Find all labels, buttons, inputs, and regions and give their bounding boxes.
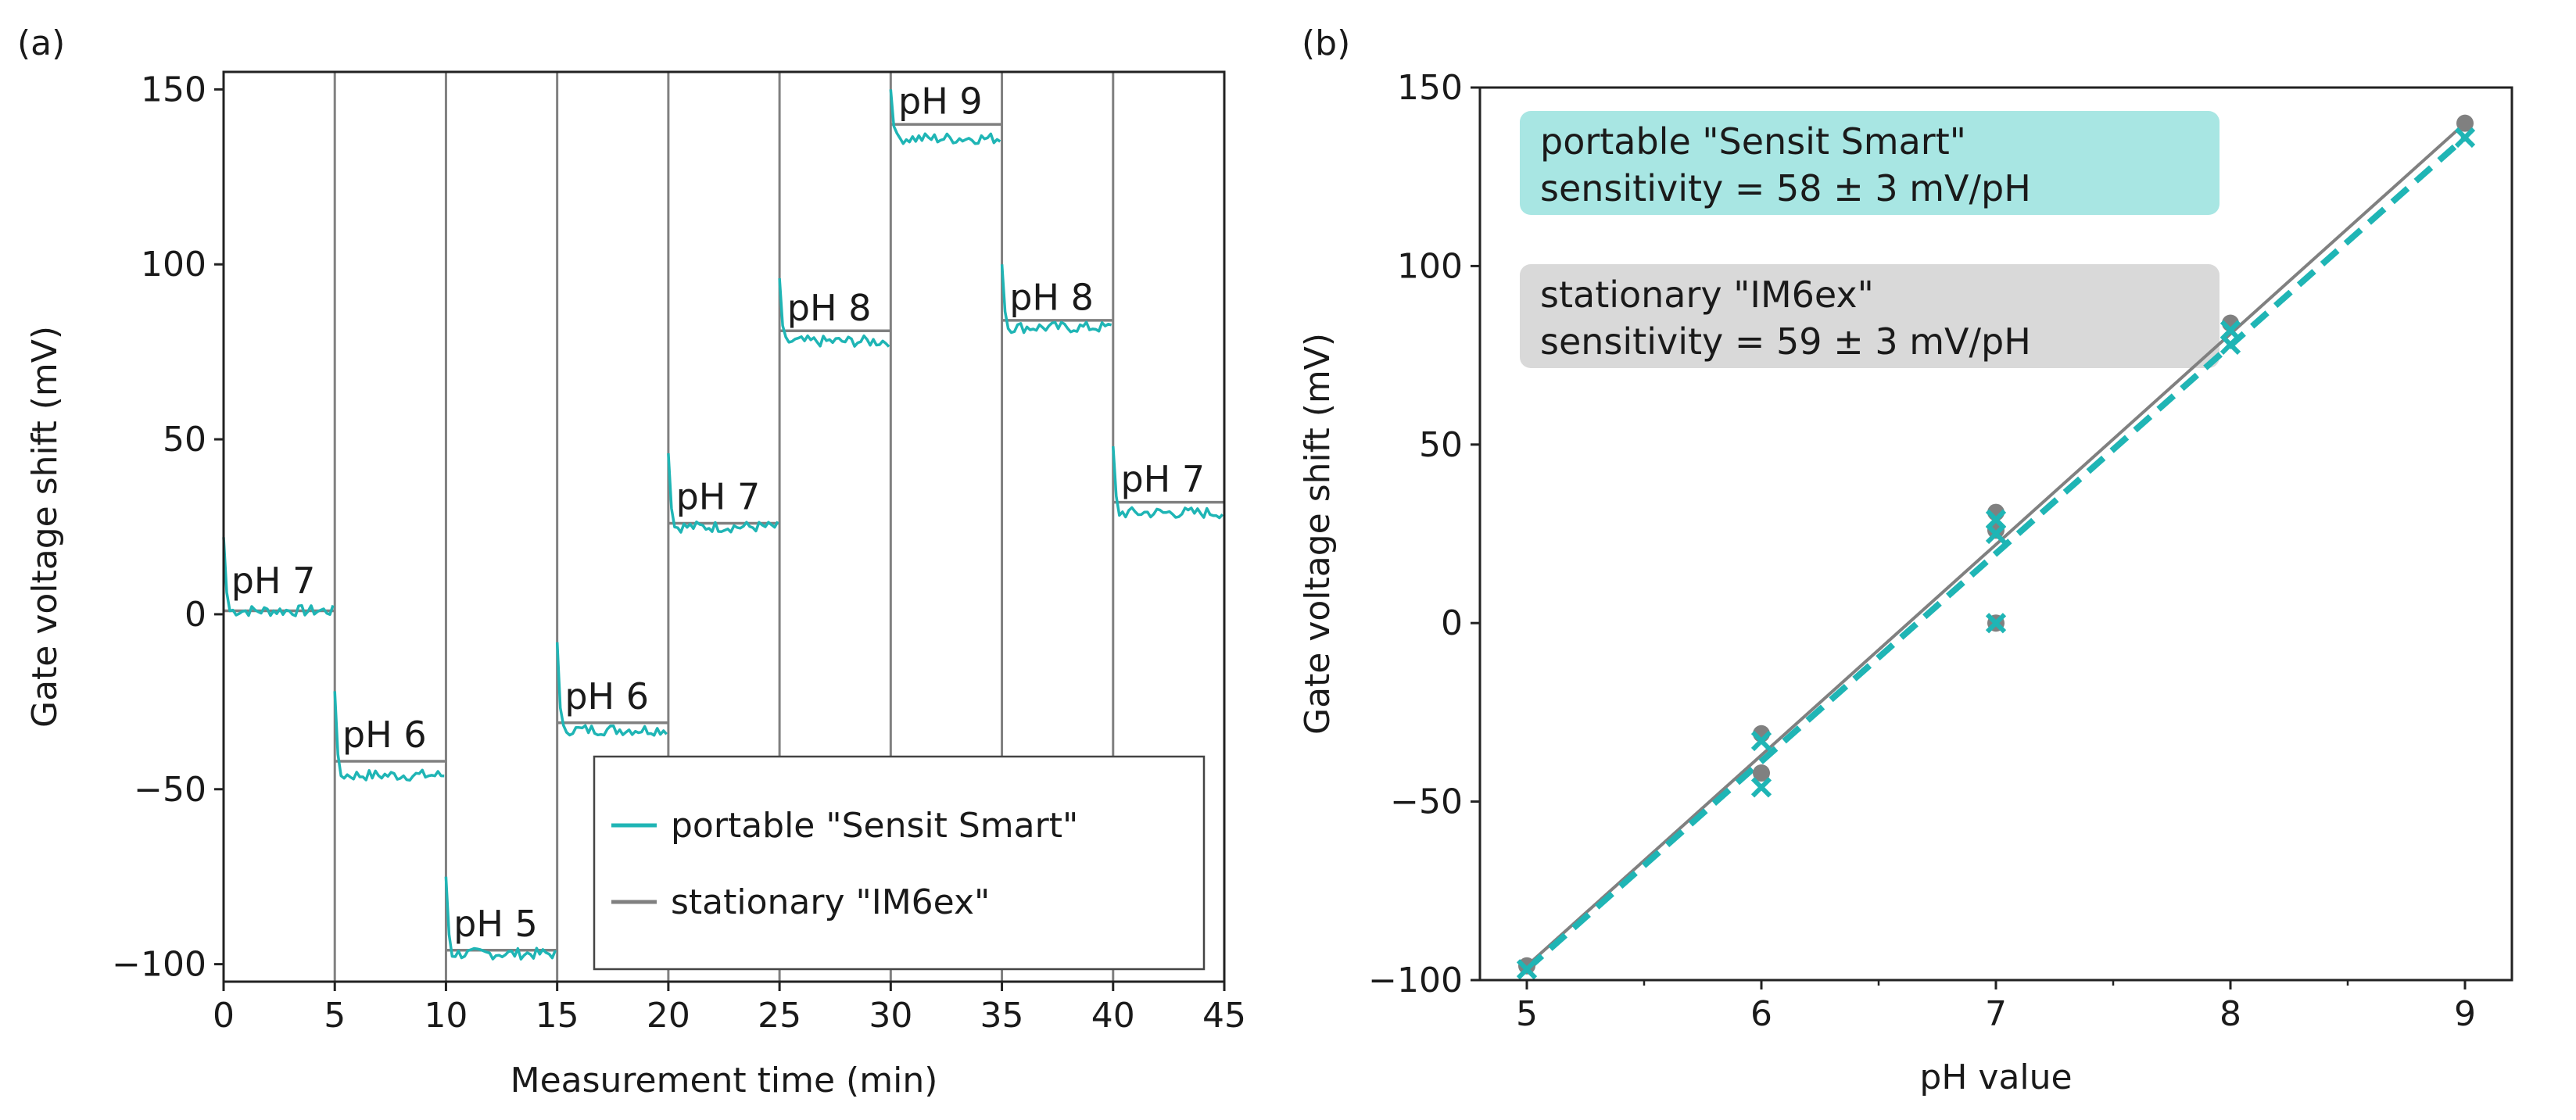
ph-label: pH 8 [1009, 276, 1094, 318]
point-portable [1750, 777, 1772, 798]
info-box-portable [1520, 111, 2220, 215]
point-portable [2220, 320, 2241, 341]
x-tick-label: 5 [324, 996, 346, 1036]
ph-label: pH 7 [676, 476, 761, 518]
y-axis-label-a: Gate voltage shift (mV) [25, 326, 65, 728]
fit-lines [1524, 122, 2467, 972]
ph-label: pH 6 [564, 675, 649, 717]
panel-b: (b) portable "Sensit Smart" sensitivity … [1298, 23, 2513, 1097]
portable-step [667, 453, 779, 534]
portable-step [778, 277, 890, 348]
ph-label: pH 8 [787, 287, 872, 329]
legend-box [593, 755, 1206, 971]
x-tick-label: 30 [869, 996, 912, 1036]
x-tick-label: 25 [758, 996, 801, 1036]
info-stationary-line1: stationary "IM6ex" [1540, 274, 1874, 316]
fit-line-portable [1524, 134, 2467, 972]
point-stationary [1753, 764, 1770, 782]
x-tick-label: 6 [1750, 994, 1772, 1034]
y-tick-label: −50 [1390, 782, 1463, 822]
y-tick-label: −50 [134, 770, 206, 810]
series-stationary [224, 72, 1224, 982]
point-portable [1516, 959, 1538, 980]
ph-annotations: pH 7 pH 6 pH 5 pH 6 pH 7 pH 8 pH 9 pH 8 pH 7 [231, 81, 1205, 945]
point-stationary [2456, 114, 2474, 132]
x-tick-label: 10 [424, 996, 468, 1036]
y-tick-label: 0 [1441, 603, 1463, 643]
y-axis-a: −100 −50 0 50 100 150 [112, 70, 224, 985]
y-tick-label: 100 [141, 245, 206, 284]
y-tick-label: 0 [185, 595, 206, 635]
y-tick-label: 50 [163, 420, 206, 460]
x-tick-label: 0 [213, 996, 235, 1036]
x-axis-label-b: pH value [1919, 1057, 2072, 1097]
x-axis-a: 0 5 10 15 20 25 30 35 40 45 [213, 982, 1246, 1036]
ph-label: pH 7 [231, 560, 316, 602]
info-portable-line2: sensitivity = 58 ± 3 mV/pH [1540, 167, 2031, 209]
x-tick-label: 5 [1516, 994, 1538, 1034]
portable-step [222, 537, 335, 617]
x-tick-label: 35 [980, 996, 1024, 1036]
portable-step [444, 876, 557, 961]
x-tick-label: 15 [536, 996, 579, 1036]
x-tick-label: 20 [647, 996, 690, 1036]
y-tick-label: 150 [141, 70, 206, 109]
portable-step [333, 691, 445, 782]
y-tick-label: 50 [1419, 425, 1463, 465]
info-stationary-line2: sensitivity = 59 ± 3 mV/pH [1540, 320, 2031, 363]
x-tick-label: 40 [1091, 996, 1135, 1036]
point-portable [1750, 730, 1772, 752]
legend-portable-label: portable "Sensit Smart" [671, 806, 1078, 846]
y-axis-label-b: Gate voltage shift (mV) [1298, 333, 1338, 735]
x-tick-label: 45 [1202, 996, 1246, 1036]
info-portable-line1: portable "Sensit Smart" [1540, 120, 1966, 163]
legend-stationary-label: stationary "IM6ex" [671, 882, 990, 922]
ph-label: pH 6 [342, 714, 427, 756]
info-box-stationary [1520, 264, 2220, 368]
portable-step [555, 642, 668, 737]
point-portable [2454, 127, 2476, 148]
portable-step [889, 89, 1001, 145]
ph-label: pH 9 [898, 81, 983, 123]
y-tick-label: 100 [1397, 246, 1463, 286]
x-tick-label: 9 [2454, 994, 2476, 1034]
x-tick-label: 7 [1985, 994, 2007, 1034]
panel-b-tag: (b) [1302, 23, 1350, 63]
point-portable [1985, 613, 2007, 634]
panel-a: (a) pH 7pH 6pH 5pH 6pH 7pH 8pH 9pH 8pH 7… [17, 23, 1246, 1100]
legend-a: portable "Sensit Smart" stationary "IM6e… [593, 755, 1206, 971]
x-tick-label: 8 [2220, 994, 2241, 1034]
y-tick-label: 150 [1397, 68, 1463, 108]
point-portable [1985, 509, 2007, 530]
portable-step [1112, 445, 1224, 520]
fit-line-stationary [1525, 122, 2467, 968]
ph-label: pH 7 [1120, 458, 1205, 500]
y-axis-b: −100 −50 0 50 100 150 [1368, 68, 1480, 1000]
plot-frame-a [222, 70, 1226, 983]
point-stationary [1518, 957, 1535, 975]
panel-a-tag: (a) [17, 23, 65, 63]
data-points [1516, 114, 2476, 980]
x-axis-b: 5 6 7 8 9 [1516, 980, 2476, 1034]
ph-label: pH 5 [453, 903, 538, 945]
y-tick-label: −100 [112, 945, 206, 985]
y-tick-label: −100 [1368, 961, 1463, 1000]
portable-step [1000, 264, 1112, 335]
series-portable [222, 89, 1224, 961]
x-axis-label-a: Measurement time (min) [511, 1061, 938, 1100]
